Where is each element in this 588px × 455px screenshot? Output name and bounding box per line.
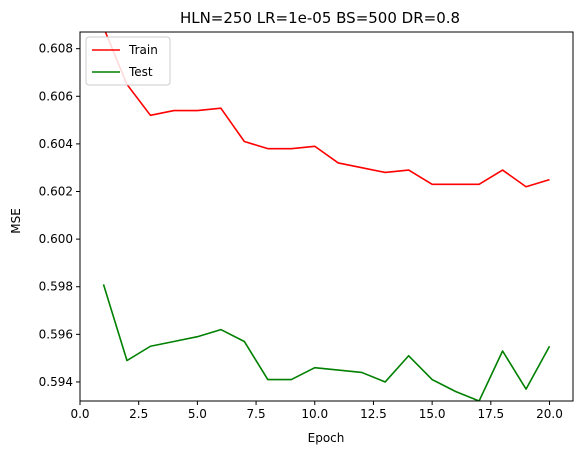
y-axis-label: MSE	[9, 208, 23, 234]
x-tick-label: 17.5	[477, 407, 504, 421]
y-tick-label: 0.606	[39, 89, 73, 103]
legend-label-test: Test	[128, 65, 153, 79]
x-tick-label: 20.0	[536, 407, 563, 421]
legend: Train Test	[85, 36, 171, 86]
legend-box	[85, 36, 171, 86]
x-tick-label: 7.5	[247, 407, 266, 421]
y-tick-label: 0.594	[39, 375, 73, 389]
legend-label-train: Train	[128, 43, 158, 57]
chart-title: HLN=250 LR=1e-05 BS=500 DR=0.8	[180, 9, 460, 27]
y-tick-label: 0.604	[39, 137, 73, 151]
y-axis-ticks: 0.594 0.596 0.598 0.600 0.602 0.604 0.606 0.608	[39, 42, 80, 389]
x-tick-label: 2.5	[129, 407, 148, 421]
y-tick-label: 0.600	[39, 232, 73, 246]
y-tick-label: 0.608	[39, 42, 73, 56]
x-tick-label: 5.0	[188, 407, 207, 421]
y-tick-label: 0.602	[39, 185, 73, 199]
x-tick-label: 15.0	[419, 407, 446, 421]
y-tick-label: 0.596	[39, 327, 73, 341]
y-tick-label: 0.598	[39, 280, 73, 294]
plot-area	[79, 31, 574, 402]
series-lines	[102, 32, 551, 401]
x-tick-label: 10.0	[301, 407, 328, 421]
x-tick-label: 0.0	[70, 407, 89, 421]
x-axis-label: Epoch	[308, 431, 345, 445]
x-axis-ticks: 0.0 2.5 5.0 7.5 10.0 12.5 15.0 17.5 20.0	[70, 401, 563, 421]
x-tick-label: 12.5	[360, 407, 387, 421]
plot-frame	[79, 31, 574, 402]
series-line-test	[102, 284, 551, 401]
series-line-train	[104, 32, 550, 188]
